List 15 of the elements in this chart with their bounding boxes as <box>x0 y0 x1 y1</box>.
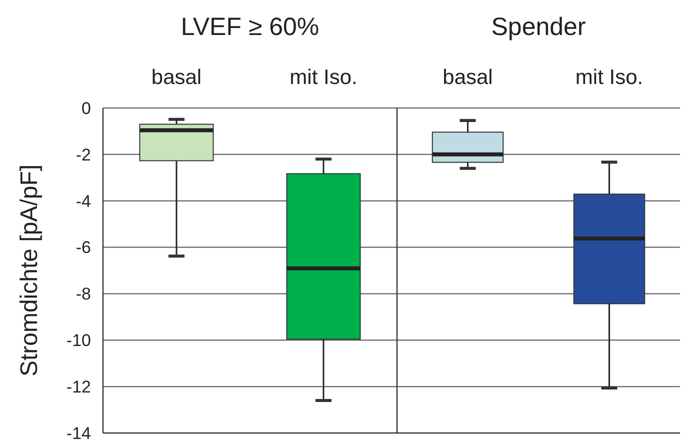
x-tick-label: basal <box>442 66 493 89</box>
x-tick-label: mit Iso. <box>575 66 644 89</box>
chart-title: LVEF ≥ 60% <box>180 13 320 41</box>
chart-title: Spender <box>491 13 586 41</box>
y-tick-label: -14 <box>66 424 91 443</box>
x-tick-label: basal <box>151 66 202 89</box>
y-axis-title: Stromdichte [pA/pF] <box>16 164 43 377</box>
y-tick-label: -8 <box>76 284 91 304</box>
x-tick-label: mit Iso. <box>290 66 358 89</box>
y-tick-label: -6 <box>76 238 91 258</box>
y-tick-label: -4 <box>76 192 91 211</box>
y-tick-label: -2 <box>76 145 91 164</box>
y-tick-label: -12 <box>66 378 91 397</box>
y-tick-label: -10 <box>66 331 91 350</box>
y-tick-label: 0 <box>82 98 91 118</box>
